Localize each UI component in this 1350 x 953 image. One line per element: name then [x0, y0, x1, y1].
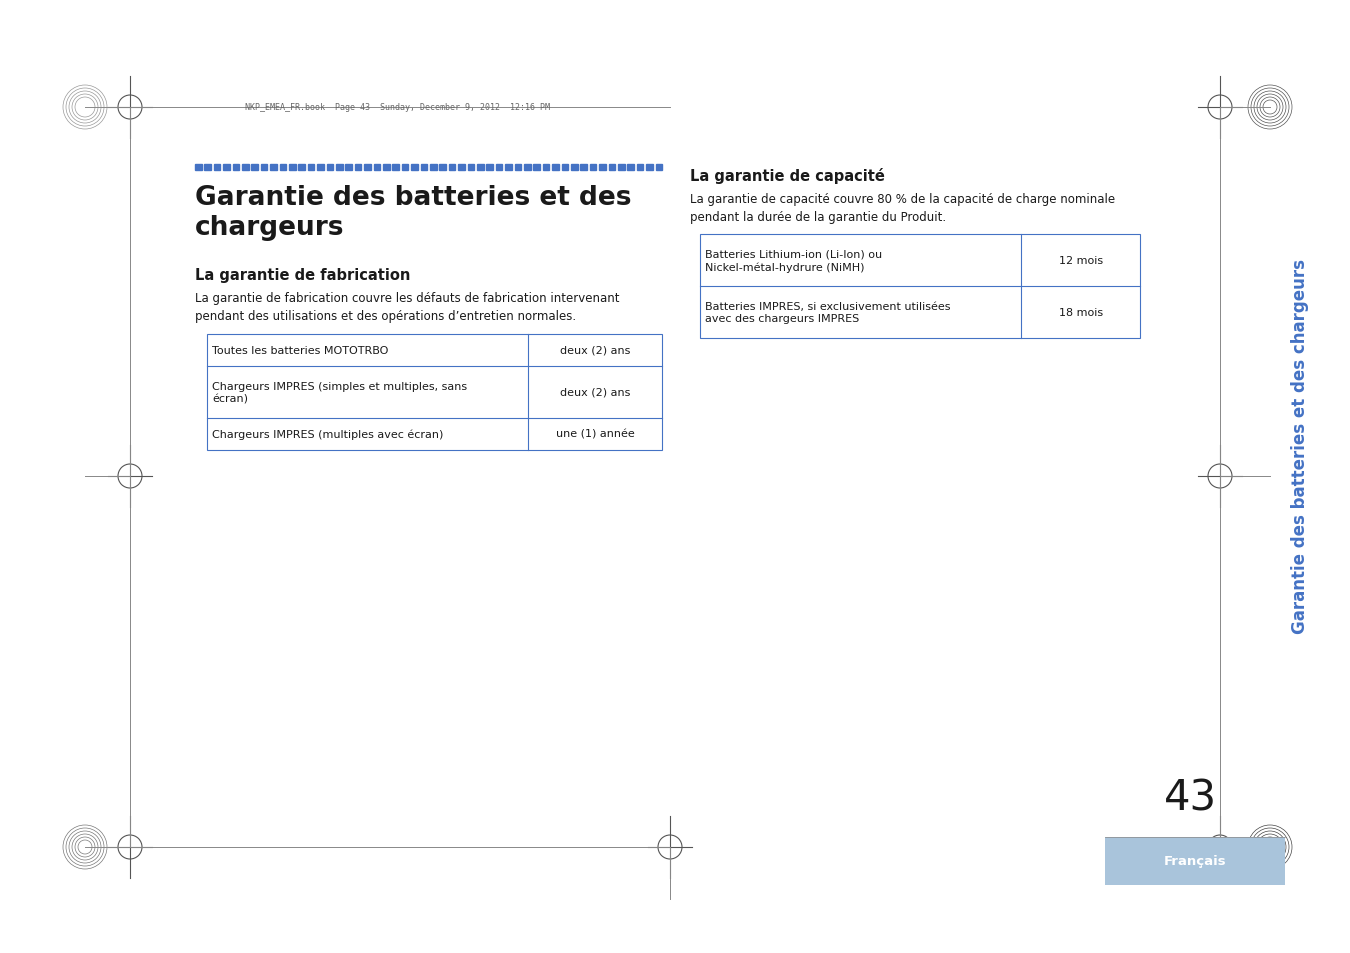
Bar [637, 165, 644, 171]
Bar [223, 165, 230, 171]
Bar [317, 165, 324, 171]
Text: La garantie de fabrication couvre les défauts de fabrication intervenant: La garantie de fabrication couvre les dé… [194, 292, 620, 305]
Bar [431, 165, 436, 171]
Bar [543, 165, 549, 171]
Bar [656, 165, 663, 171]
Bar [204, 165, 211, 171]
Bar [402, 165, 409, 171]
Bar [374, 165, 381, 171]
Text: NKP_EMEA_FR.book  Page 43  Sunday, December 9, 2012  12:16 PM: NKP_EMEA_FR.book Page 43 Sunday, Decembe… [244, 103, 549, 112]
Text: Toutes les batteries MOTOTRBO: Toutes les batteries MOTOTRBO [212, 346, 389, 355]
Bar [355, 165, 362, 171]
Text: deux (2) ans: deux (2) ans [560, 346, 630, 355]
Text: deux (2) ans: deux (2) ans [560, 388, 630, 397]
Text: Batteries Lithium-ion (Li-Ion) ou
Nickel-métal-hydrure (NiMH): Batteries Lithium-ion (Li-Ion) ou Nickel… [705, 250, 882, 273]
Bar [213, 165, 220, 171]
Bar [279, 165, 286, 171]
Bar [412, 165, 417, 171]
Text: Français: Français [1164, 855, 1226, 867]
Bar [533, 165, 540, 171]
Text: Chargeurs IMPRES (multiples avec écran): Chargeurs IMPRES (multiples avec écran) [212, 429, 443, 439]
Bar [571, 165, 578, 171]
Bar [232, 165, 239, 171]
Bar [327, 165, 333, 171]
Bar [609, 165, 616, 171]
Bar [207, 335, 661, 451]
Bar [448, 165, 455, 171]
Bar [242, 165, 248, 171]
Bar [308, 165, 315, 171]
Bar [1106, 837, 1285, 885]
Bar [467, 165, 474, 171]
Text: La garantie de capacité couvre 80 % de la capacité de charge nominale: La garantie de capacité couvre 80 % de l… [690, 193, 1115, 206]
Bar [251, 165, 258, 171]
Bar [458, 165, 464, 171]
Bar [486, 165, 493, 171]
Text: La garantie de capacité: La garantie de capacité [690, 168, 884, 184]
Bar [393, 165, 400, 171]
Text: Garantie des batteries et des: Garantie des batteries et des [194, 185, 632, 211]
Text: Batteries IMPRES, si exclusivement utilisées
avec des chargeurs IMPRES: Batteries IMPRES, si exclusivement utili… [705, 301, 950, 324]
Bar [289, 165, 296, 171]
Bar [336, 165, 343, 171]
Text: 12 mois: 12 mois [1058, 255, 1103, 266]
Bar [383, 165, 390, 171]
Text: chargeurs: chargeurs [194, 214, 344, 241]
Text: pendant des utilisations et des opérations d’entretien normales.: pendant des utilisations et des opératio… [194, 310, 576, 323]
Text: pendant la durée de la garantie du Produit.: pendant la durée de la garantie du Produ… [690, 211, 946, 224]
Text: 43: 43 [1164, 778, 1216, 820]
Bar [618, 165, 625, 171]
Text: 18 mois: 18 mois [1058, 308, 1103, 317]
Bar [439, 165, 446, 171]
Bar [552, 165, 559, 171]
Bar [298, 165, 305, 171]
Bar [524, 165, 531, 171]
Bar [421, 165, 427, 171]
Bar [628, 165, 634, 171]
Text: Garantie des batteries et des chargeurs: Garantie des batteries et des chargeurs [1291, 259, 1310, 634]
Bar [194, 165, 201, 171]
Bar [701, 234, 1139, 338]
Bar [599, 165, 606, 171]
Bar [580, 165, 587, 171]
Bar [495, 165, 502, 171]
Text: La garantie de fabrication: La garantie de fabrication [194, 268, 410, 283]
Bar [514, 165, 521, 171]
Text: Chargeurs IMPRES (simples et multiples, sans
écran): Chargeurs IMPRES (simples et multiples, … [212, 381, 467, 404]
Bar [562, 165, 568, 171]
Bar [346, 165, 352, 171]
Bar [261, 165, 267, 171]
Bar [270, 165, 277, 171]
Bar [590, 165, 597, 171]
Bar [647, 165, 653, 171]
Bar [364, 165, 371, 171]
Bar [477, 165, 483, 171]
Bar [505, 165, 512, 171]
Text: une (1) année: une (1) année [555, 430, 634, 439]
